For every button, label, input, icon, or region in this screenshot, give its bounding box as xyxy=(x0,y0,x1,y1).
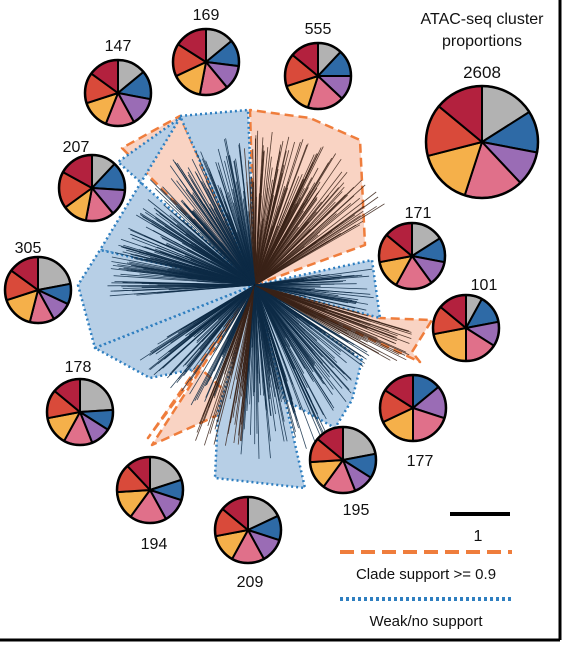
pie-171: 171 xyxy=(379,205,445,289)
pie-177: 177 xyxy=(380,375,446,470)
pie-2608: 2608 xyxy=(426,63,538,198)
pie-207: 207 xyxy=(59,139,125,221)
pie-count-label: 171 xyxy=(405,205,432,222)
pie-count-label: 101 xyxy=(471,277,498,294)
pie-555: 555 xyxy=(285,21,351,109)
pie-count-label: 207 xyxy=(63,139,90,156)
scale-bar-label: 1 xyxy=(474,528,483,545)
pie-147: 147 xyxy=(85,38,151,126)
pie-169: 169 xyxy=(173,7,239,95)
pie-count-label: 209 xyxy=(237,574,264,591)
pie-count-label: 169 xyxy=(193,7,220,24)
pie-101: 101 xyxy=(433,277,499,361)
pie-178: 178 xyxy=(47,359,113,445)
pie-count-label: 177 xyxy=(407,453,434,470)
title-line1: ATAC-seq cluster xyxy=(421,11,545,28)
pie-count-label: 305 xyxy=(15,240,42,257)
pie-count-label: 194 xyxy=(141,536,168,553)
pie-305: 305 xyxy=(5,240,71,323)
pie-count-label: 178 xyxy=(65,359,92,376)
pie-count-label: 147 xyxy=(105,38,132,55)
legend-weak-label: Weak/no support xyxy=(369,613,483,630)
pie-209: 209 xyxy=(215,497,281,591)
pie-count-label: 195 xyxy=(343,502,370,519)
pie-count-label: 555 xyxy=(305,21,332,38)
legend-strong-label: Clade support >= 0.9 xyxy=(356,566,496,583)
title-line2: proportions xyxy=(442,33,522,50)
pie-194: 194 xyxy=(117,457,183,553)
pie-195: 195 xyxy=(310,427,376,519)
pie-count-label: 2608 xyxy=(463,63,501,82)
